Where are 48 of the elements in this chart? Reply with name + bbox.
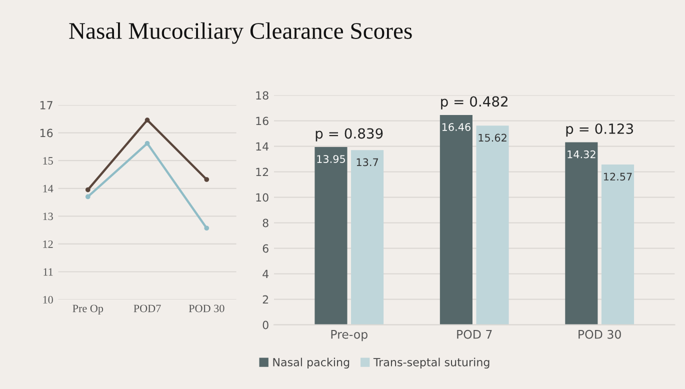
data-label: 15.62	[478, 134, 506, 142]
point	[144, 140, 150, 146]
bar	[601, 164, 634, 325]
y-tick-label: 2	[262, 295, 268, 304]
x-tick-label: POD 30	[188, 304, 224, 312]
y-tick-label: 11	[44, 268, 53, 276]
bar	[440, 114, 472, 325]
annotation: p = 0.839	[316, 128, 383, 142]
chart-title: Nasal Mucociliary Clearance Scores	[69, 22, 412, 44]
y-tick-label: 6	[262, 244, 268, 253]
data-label: 13.95	[317, 155, 345, 163]
y-tick-label: 10	[256, 193, 268, 202]
point	[85, 187, 90, 192]
y-tick-label: 16	[40, 128, 53, 138]
legend-label: Trans-septal suturing	[373, 358, 490, 369]
y-tick-label: 17	[40, 101, 52, 110]
bar	[351, 150, 384, 325]
y-tick-label: 14	[256, 142, 269, 151]
point	[204, 226, 210, 231]
x-tick-label: POD7	[134, 304, 161, 312]
y-tick-label: 18	[256, 91, 268, 100]
bar	[565, 142, 598, 325]
legend-label: Nasal packing	[273, 358, 350, 369]
point	[85, 194, 90, 200]
y-tick-label: 10	[43, 296, 53, 304]
y-tick-label: 14	[43, 184, 54, 192]
y-tick-label: 12	[43, 240, 53, 248]
x-tick-label: POD 30	[578, 330, 621, 339]
x-tick-label: POD 7	[457, 330, 492, 339]
data-label: 12.57	[604, 172, 632, 181]
y-tick-label: 13	[43, 212, 53, 220]
x-tick-label: Pre-op	[331, 330, 368, 342]
point	[204, 177, 210, 182]
bar	[314, 146, 348, 325]
data-label: 14.32	[568, 150, 596, 158]
annotation: p = 0.123	[566, 123, 633, 137]
x-tick-label: Pre Op	[72, 304, 104, 314]
y-tick-label: 0	[262, 320, 268, 330]
y-tick-label: 15	[43, 157, 53, 165]
point	[144, 118, 150, 122]
y-tick-label: 8	[262, 218, 268, 228]
data-label: 16.46	[442, 123, 470, 131]
y-tick-label: 4	[262, 270, 269, 278]
data-label: 13.7	[356, 158, 378, 166]
y-tick-label: 12	[256, 168, 268, 176]
bar	[476, 126, 509, 325]
annotation: p = 0.482	[441, 96, 508, 110]
y-tick-label: 16	[256, 116, 268, 126]
